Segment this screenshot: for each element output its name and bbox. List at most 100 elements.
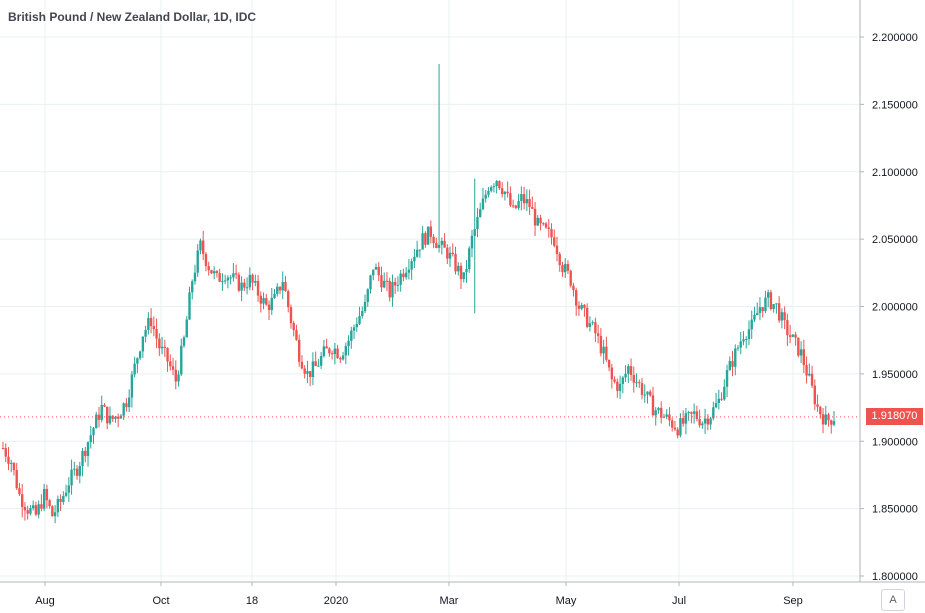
candle-body (317, 365, 320, 367)
candle-body (319, 356, 323, 366)
candle-body (426, 226, 430, 245)
candle-body (509, 193, 512, 206)
candle-body (585, 307, 589, 327)
candle-body (166, 347, 169, 362)
candle-body (714, 402, 718, 408)
candle-body (232, 273, 235, 278)
candle-body (627, 366, 630, 374)
candle-body (506, 191, 509, 194)
candle-body (95, 414, 98, 429)
candle-body (679, 418, 682, 436)
y-tick-label: 2.200000 (872, 32, 918, 44)
candle-body (632, 374, 635, 383)
candle-body (649, 391, 652, 396)
candle-body (550, 229, 553, 238)
candle-body (10, 462, 13, 464)
candle-body (706, 418, 710, 425)
candle-body (588, 323, 592, 327)
candle-body (212, 271, 216, 274)
candle-body (624, 373, 627, 378)
y-tick-label: 1.950000 (872, 369, 918, 381)
candle-body (684, 413, 688, 424)
candle-body (808, 373, 811, 376)
candle-body (92, 428, 95, 436)
candle-body (772, 304, 775, 309)
candle-body (495, 181, 498, 187)
candle-body (555, 245, 559, 255)
candle-body (646, 391, 649, 395)
candle-body (350, 330, 353, 341)
candle-body (591, 322, 594, 324)
candle-body (31, 505, 35, 509)
candle-body (347, 340, 350, 347)
candle-body (797, 337, 800, 356)
candle-body (802, 349, 806, 366)
candle-body (794, 334, 797, 338)
candle-body (75, 468, 79, 476)
candle-body (114, 416, 117, 419)
candle-body (577, 305, 581, 309)
candle-body (42, 488, 46, 509)
candle-body (712, 407, 715, 419)
candle-body (70, 469, 73, 486)
candle-body (572, 285, 575, 291)
candle-body (564, 264, 567, 273)
candlestick-series (0, 63, 860, 524)
candle-body (484, 194, 487, 199)
candle-body (34, 505, 38, 515)
candle-body (330, 353, 334, 355)
candle-body (339, 358, 342, 360)
candle-body (470, 235, 474, 249)
candle-body (149, 317, 153, 327)
candle-body (358, 316, 361, 324)
candle-body (745, 338, 748, 340)
candle-body (251, 274, 254, 283)
candle-body (207, 266, 210, 271)
candle-body (500, 188, 504, 195)
candle-body (141, 336, 145, 352)
candle-body (692, 411, 696, 414)
candle-body (155, 328, 158, 339)
candle-body (380, 275, 383, 288)
candle-body (245, 287, 249, 289)
candle-body (122, 403, 125, 416)
candle-body (144, 329, 147, 337)
candle-body (26, 510, 29, 514)
candle-body (605, 346, 608, 360)
candle-body (819, 406, 822, 415)
candle-body (676, 429, 679, 436)
candle-body (295, 330, 298, 340)
candle-body (432, 236, 435, 244)
candle-body (62, 495, 65, 502)
candle-body (133, 363, 136, 375)
candle-body (440, 240, 444, 245)
candle-body (451, 252, 454, 255)
candle-body (481, 198, 485, 210)
candle-body (766, 292, 770, 298)
candle-body (273, 293, 276, 298)
candle-body (396, 284, 400, 286)
candle-body (487, 190, 490, 195)
candle-body (421, 233, 424, 250)
candle-body (764, 297, 767, 312)
candle-body (462, 272, 465, 280)
candle-body (404, 272, 408, 278)
candle-body (259, 295, 263, 304)
price-axis[interactable]: 2.200000 2.150000 2.100000 2.050000 2.000000… (860, 32, 918, 583)
candle-body (728, 361, 731, 371)
candle-body (415, 249, 419, 257)
candle-body (654, 410, 657, 416)
candle-body (270, 297, 273, 311)
time-axis[interactable]: Aug Oct 18 2020 Mar May Jul Sep (35, 582, 803, 607)
candle-body (284, 282, 287, 292)
candle-body (821, 414, 825, 425)
candle-body (182, 337, 186, 346)
auto-scale-button[interactable]: A (881, 589, 905, 611)
candle-body (459, 265, 463, 280)
candle-body (372, 269, 375, 276)
candle-body (199, 240, 202, 251)
candle-body (303, 368, 306, 374)
candle-body (361, 311, 364, 317)
candle-body (163, 346, 167, 348)
